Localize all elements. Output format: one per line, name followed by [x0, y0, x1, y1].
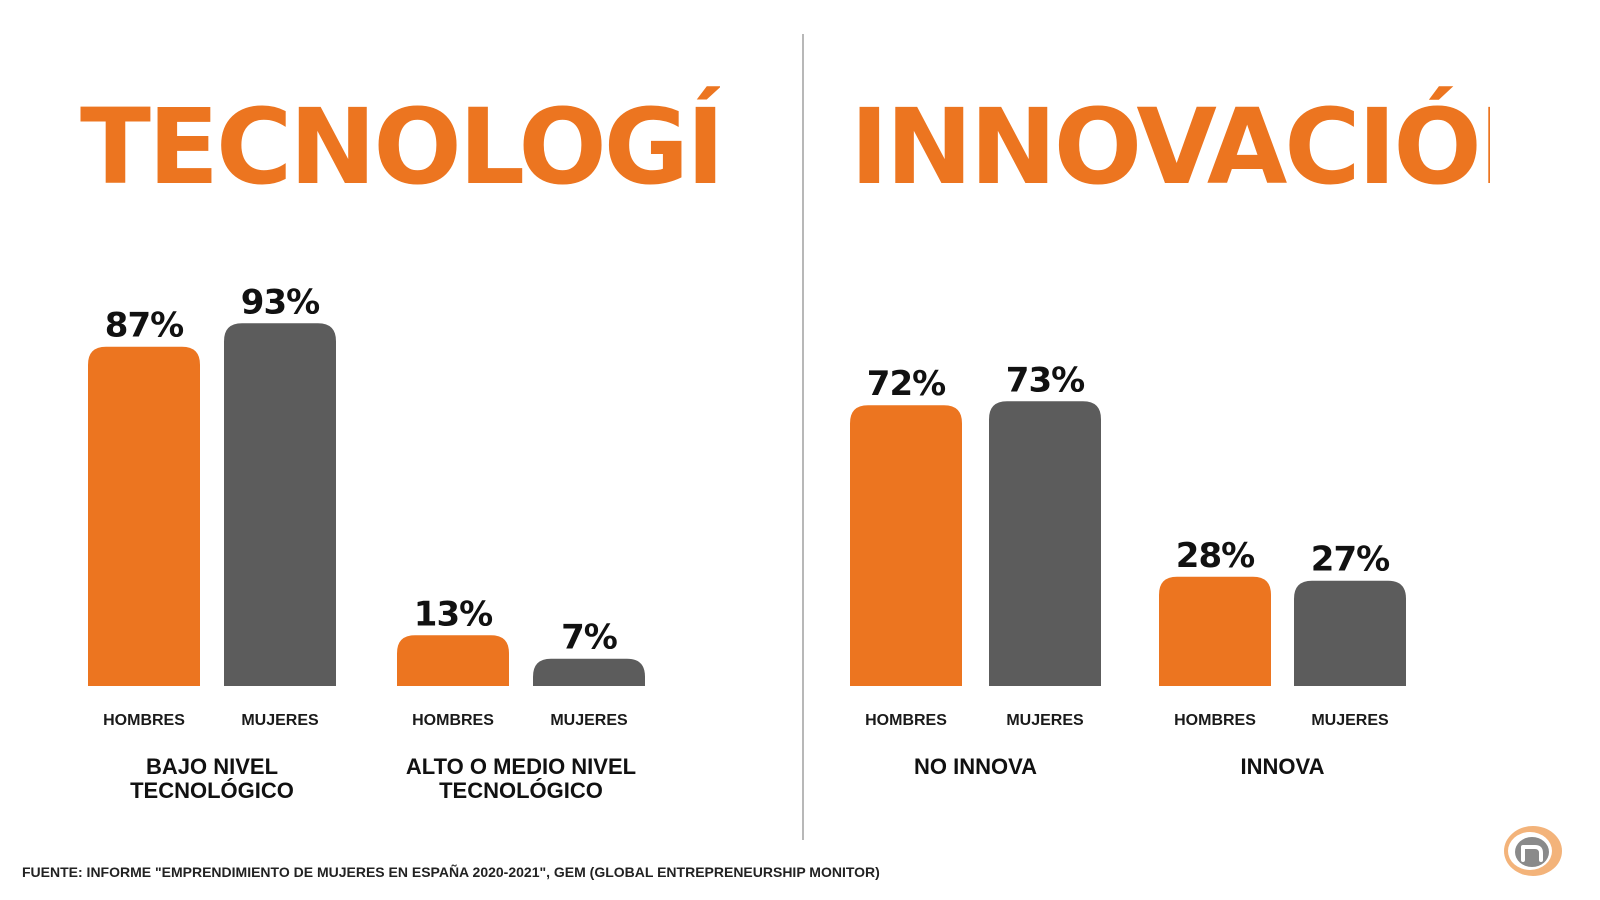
- bar-value-label: 93%: [241, 282, 319, 322]
- bar-mujeres: [989, 401, 1101, 686]
- bar-category-label: MUJERES: [1311, 712, 1389, 729]
- bar-value-label: 28%: [1176, 536, 1254, 576]
- bar-category-label: MUJERES: [550, 712, 628, 729]
- bar-hombres: [850, 405, 962, 686]
- group-label: TECNOLÓGICO: [439, 778, 603, 803]
- bar-mujeres: [1294, 580, 1406, 686]
- bar-value-label: 7%: [561, 618, 617, 658]
- tecnologia-title: TECNOLOGÍA: [80, 86, 720, 208]
- bar-value-label: 27%: [1311, 540, 1389, 580]
- group-label: INNOVA: [1241, 754, 1325, 779]
- group-label: ALTO O MEDIO NIVEL: [406, 754, 636, 779]
- bar-category-label: HOMBRES: [412, 712, 494, 729]
- group-label: TECNOLÓGICO: [130, 778, 294, 803]
- source-note: FUENTE: INFORME "EMPRENDIMIENTO DE MUJER…: [22, 864, 880, 880]
- bar-category-label: MUJERES: [1006, 712, 1084, 729]
- innovacion-title: INNOVACIÓN: [850, 86, 1490, 208]
- bar-mujeres: [533, 658, 645, 686]
- bar-hombres: [1159, 576, 1271, 686]
- bar-hombres: [88, 346, 200, 686]
- bar-value-label: 72%: [867, 364, 945, 404]
- panel-divider: [802, 34, 804, 840]
- group-label: BAJO NIVEL: [146, 754, 278, 779]
- bar-category-label: MUJERES: [241, 712, 319, 729]
- bar-category-label: HOMBRES: [103, 712, 185, 729]
- bar-value-label: 73%: [1006, 360, 1084, 400]
- bar-value-label: 13%: [414, 594, 492, 634]
- bar-category-label: HOMBRES: [1174, 712, 1256, 729]
- bar-hombres: [397, 635, 509, 686]
- bar-mujeres: [224, 323, 336, 686]
- group-label: NO INNOVA: [914, 754, 1037, 779]
- bar-category-label: HOMBRES: [865, 712, 947, 729]
- n-logo-icon: [1504, 826, 1562, 876]
- bar-value-label: 87%: [105, 306, 183, 346]
